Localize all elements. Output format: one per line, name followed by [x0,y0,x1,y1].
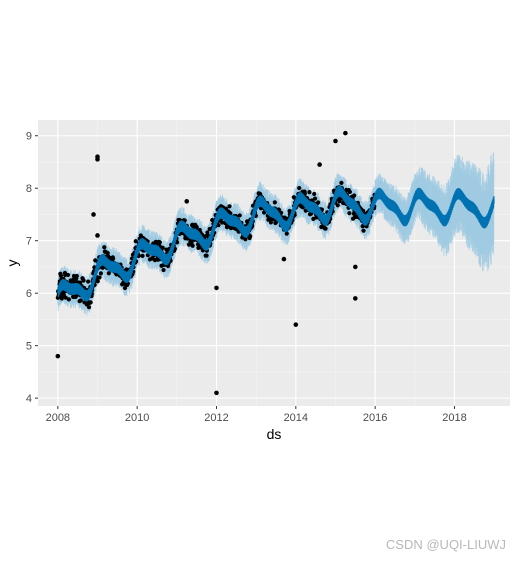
observed-point [194,225,199,230]
observed-point [352,193,357,198]
observed-point [272,200,277,205]
observed-point [278,210,284,215]
observed-point [86,279,91,284]
observed-point [307,190,312,195]
observed-point [102,245,107,250]
outlier-point [55,353,61,359]
observed-point [157,240,162,245]
observed-point [237,213,242,218]
observed-point [204,253,209,258]
outlier-point [353,264,358,270]
observed-point [105,250,110,256]
outlier-point [91,212,96,217]
observed-point [161,267,166,273]
outlier-point [214,285,219,291]
y-tick-label: 9 [26,131,32,143]
observed-point [93,258,98,263]
observed-point [190,243,195,248]
observed-point [95,279,100,284]
outlier-point [95,157,100,162]
x-tick-label: 2014 [284,412,308,424]
y-tick-label: 5 [26,341,32,353]
observed-point [106,271,111,276]
outlier-point [293,322,299,327]
x-axis-title: ds [267,426,282,442]
observed-point [312,196,318,201]
y-tick-label: 8 [26,183,32,195]
observed-point [160,245,165,250]
observed-point [140,253,145,258]
observed-point [66,297,71,302]
observed-point [243,237,248,242]
observed-point [312,191,317,197]
observed-point [216,223,221,228]
observed-point [339,180,344,185]
x-tick-label: 2012 [204,412,228,424]
outlier-point [333,138,338,144]
outlier-point [95,233,100,238]
x-tick-label: 2008 [46,412,70,424]
observed-point [98,271,103,276]
x-tick-label: 2018 [442,412,466,424]
observed-point [335,203,340,208]
outlier-point [184,199,190,204]
y-tick-label: 4 [26,393,32,405]
observed-point [86,305,92,310]
y-tick-label: 6 [26,288,32,300]
observed-point [227,204,232,209]
observed-point [81,278,86,283]
observed-point [78,280,83,285]
observed-point [88,300,93,305]
outlier-point [281,256,287,262]
observed-point [347,211,352,216]
observed-point [268,220,273,225]
observed-point [323,226,328,231]
outlier-point [353,296,358,301]
x-tick-label: 2016 [363,412,387,424]
observed-point [302,191,307,196]
observed-point [63,295,68,300]
observed-point [74,273,79,279]
outlier-point [317,162,322,167]
observed-point [248,234,253,239]
observed-point [347,189,353,195]
watermark-text: CSDN @UQI-LIUWJ [385,537,506,552]
y-axis-title: y [4,260,20,267]
outlier-point [214,390,219,396]
y-tick-label: 7 [26,236,32,248]
observed-point [316,200,321,205]
observed-point [110,256,116,261]
observed-point [361,228,366,233]
x-tick-label: 2010 [125,412,149,424]
observed-point [133,239,138,244]
observed-point [284,231,289,236]
observed-point [78,298,83,303]
observed-point [205,230,210,235]
observed-point [65,272,71,278]
observed-point [311,216,316,221]
observed-point [97,275,102,280]
observed-point [297,185,302,191]
outlier-point [343,130,348,136]
